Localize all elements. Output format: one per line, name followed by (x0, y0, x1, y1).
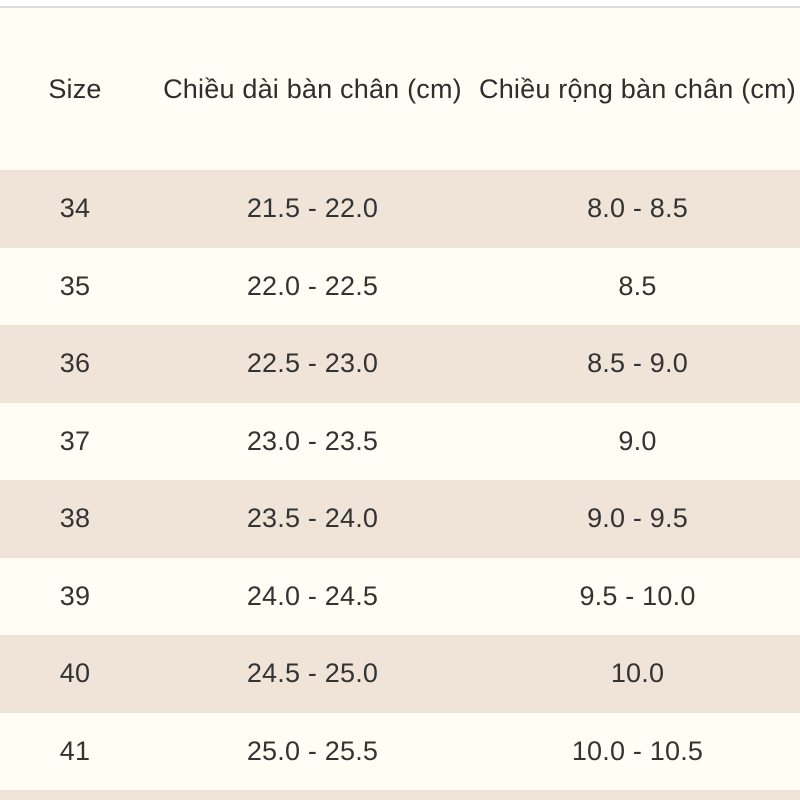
cell-foot-width: 10.0 (610, 658, 665, 689)
table-row: 36 22.5 - 23.0 8.5 - 9.0 (0, 325, 800, 403)
cell-size: 37 (59, 425, 91, 456)
cell-foot-length: 22.5 - 23.0 (246, 348, 379, 379)
cell-foot-length: 23.5 - 24.0 (246, 503, 379, 534)
cell-foot-length: 25.0 - 25.5 (246, 735, 379, 766)
cell-size: 39 (59, 580, 91, 611)
table-body: 34 21.5 - 22.0 8.0 - 8.5 35 22.0 - 22.5 … (0, 170, 800, 790)
cell-foot-width: 8.5 (618, 270, 657, 301)
cell-size: 41 (59, 735, 91, 766)
table-row: 37 23.0 - 23.5 9.0 (0, 402, 800, 480)
table-row: 40 24.5 - 25.0 10.0 (0, 635, 800, 713)
cell-foot-width: 8.5 - 9.0 (587, 348, 688, 379)
cell-size: 34 (59, 193, 91, 224)
top-margin-strip (0, 0, 800, 6)
cell-size: 35 (59, 270, 91, 301)
cell-foot-length: 24.0 - 24.5 (246, 580, 379, 611)
cell-foot-width: 9.5 - 10.0 (579, 580, 696, 611)
top-divider-line (0, 6, 800, 8)
cell-foot-length: 22.0 - 22.5 (246, 270, 379, 301)
cell-foot-length: 21.5 - 22.0 (246, 193, 379, 224)
table-header-row: Size Chiều dài bàn chân (cm) Chiều rộng … (0, 8, 800, 170)
column-header-foot-width: Chiều rộng bàn chân (cm) (479, 73, 796, 104)
cell-foot-length: 23.0 - 23.5 (246, 425, 379, 456)
table-row: 38 23.5 - 24.0 9.0 - 9.5 (0, 480, 800, 558)
cell-foot-width: 8.0 - 8.5 (587, 193, 688, 224)
column-header-foot-length: Chiều dài bàn chân (cm) (163, 73, 462, 104)
next-row-partial (0, 790, 800, 800)
cell-foot-width: 9.0 (618, 425, 657, 456)
table-row: 39 24.0 - 24.5 9.5 - 10.0 (0, 557, 800, 635)
cell-foot-length: 24.5 - 25.0 (246, 658, 379, 689)
cell-size: 36 (59, 348, 91, 379)
cell-foot-width: 10.0 - 10.5 (571, 735, 704, 766)
table-row: 41 25.0 - 25.5 10.0 - 10.5 (0, 712, 800, 790)
column-header-size: Size (48, 73, 102, 104)
cell-foot-width: 9.0 - 9.5 (587, 503, 688, 534)
shoe-size-table: Size Chiều dài bàn chân (cm) Chiều rộng … (0, 8, 800, 800)
table-row: 34 21.5 - 22.0 8.0 - 8.5 (0, 170, 800, 248)
cell-size: 40 (59, 658, 91, 689)
table-row: 35 22.0 - 22.5 8.5 (0, 247, 800, 325)
cell-size: 38 (59, 503, 91, 534)
